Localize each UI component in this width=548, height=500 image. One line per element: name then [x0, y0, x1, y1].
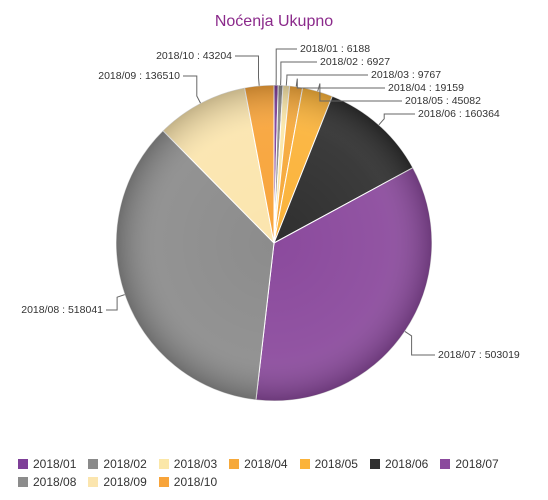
legend-swatch: [229, 459, 240, 469]
legend-label: 2018/04: [244, 457, 288, 471]
legend-swatch: [88, 477, 99, 487]
legend-item-2018-06[interactable]: 2018/06: [369, 456, 429, 472]
legend-swatch: [18, 477, 28, 487]
slice-label-2018-04: 2018/04 : 19159: [388, 82, 464, 94]
leader-line-2018-06: [378, 113, 415, 126]
legend-item-2018-08[interactable]: 2018/08: [18, 474, 76, 490]
legend-swatch: [440, 459, 451, 469]
leader-line-2018-03: [285, 74, 368, 86]
legend-item-2018-04[interactable]: 2018/04: [229, 456, 288, 472]
slice-label-2018-03: 2018/03 : 9767: [371, 69, 441, 81]
legend-swatch: [369, 459, 380, 469]
slice-label-2018-05: 2018/05 : 45082: [405, 95, 481, 107]
leader-line-2018-05: [317, 83, 402, 102]
legend-label: 2018/05: [314, 457, 358, 471]
legend-item-2018-01[interactable]: 2018/01: [18, 456, 76, 472]
legend-label: 2018/01: [33, 457, 77, 471]
leader-line-2018-02: [280, 61, 317, 86]
legend-swatch: [299, 459, 310, 469]
legend-swatch: [88, 459, 99, 469]
slice-label-2018-07: 2018/07 : 503019: [438, 349, 520, 361]
legend-label: 2018/02: [103, 457, 147, 471]
legend-label: 2018/03: [173, 457, 218, 471]
slice-label-2018-10: 2018/10 : 43204: [156, 50, 232, 62]
leader-line-2018-10: [235, 55, 260, 86]
slice-label-2018-02: 2018/02 : 6927: [320, 56, 390, 68]
slice-label-2018-08: 2018/08 : 518041: [21, 304, 103, 316]
leader-line-2018-08: [106, 294, 125, 311]
chart-title: Noćenja Ukupno: [214, 13, 334, 30]
legend-item-2018-09[interactable]: 2018/09: [88, 474, 147, 490]
slice-label-2018-01: 2018/01 : 6188: [300, 43, 370, 55]
label-leader-lines: [106, 48, 435, 356]
pie-slices: [115, 84, 433, 402]
leader-line-2018-04: [295, 78, 385, 89]
legend-swatch: [158, 459, 169, 469]
slice-label-2018-06: 2018/06 : 160364: [418, 108, 500, 120]
slice-label-2018-09: 2018/09 : 136510: [98, 70, 180, 82]
legend-label: 2018/09: [103, 475, 147, 489]
legend-label: 2018/08: [33, 475, 77, 489]
legend-label: 2018/10: [173, 475, 218, 489]
legend-item-2018-05[interactable]: 2018/05: [299, 456, 358, 472]
legend-swatch: [158, 477, 169, 487]
legend-label: 2018/07: [455, 457, 499, 471]
leader-line-2018-01: [275, 48, 297, 86]
legend-item-2018-07[interactable]: 2018/07: [440, 456, 499, 472]
legend-swatch: [18, 459, 28, 469]
leader-line-2018-07: [404, 330, 435, 356]
legend-label: 2018/06: [384, 457, 429, 471]
legend-item-2018-03[interactable]: 2018/03: [158, 456, 218, 472]
legend-item-2018-10[interactable]: 2018/10: [158, 474, 218, 490]
chart-legend: 2018/01 2018/02 2018/03 2018/04 2018/05 2018/…: [18, 456, 538, 490]
legend-item-2018-02[interactable]: 2018/02: [88, 456, 147, 472]
leader-line-2018-09: [183, 75, 201, 104]
